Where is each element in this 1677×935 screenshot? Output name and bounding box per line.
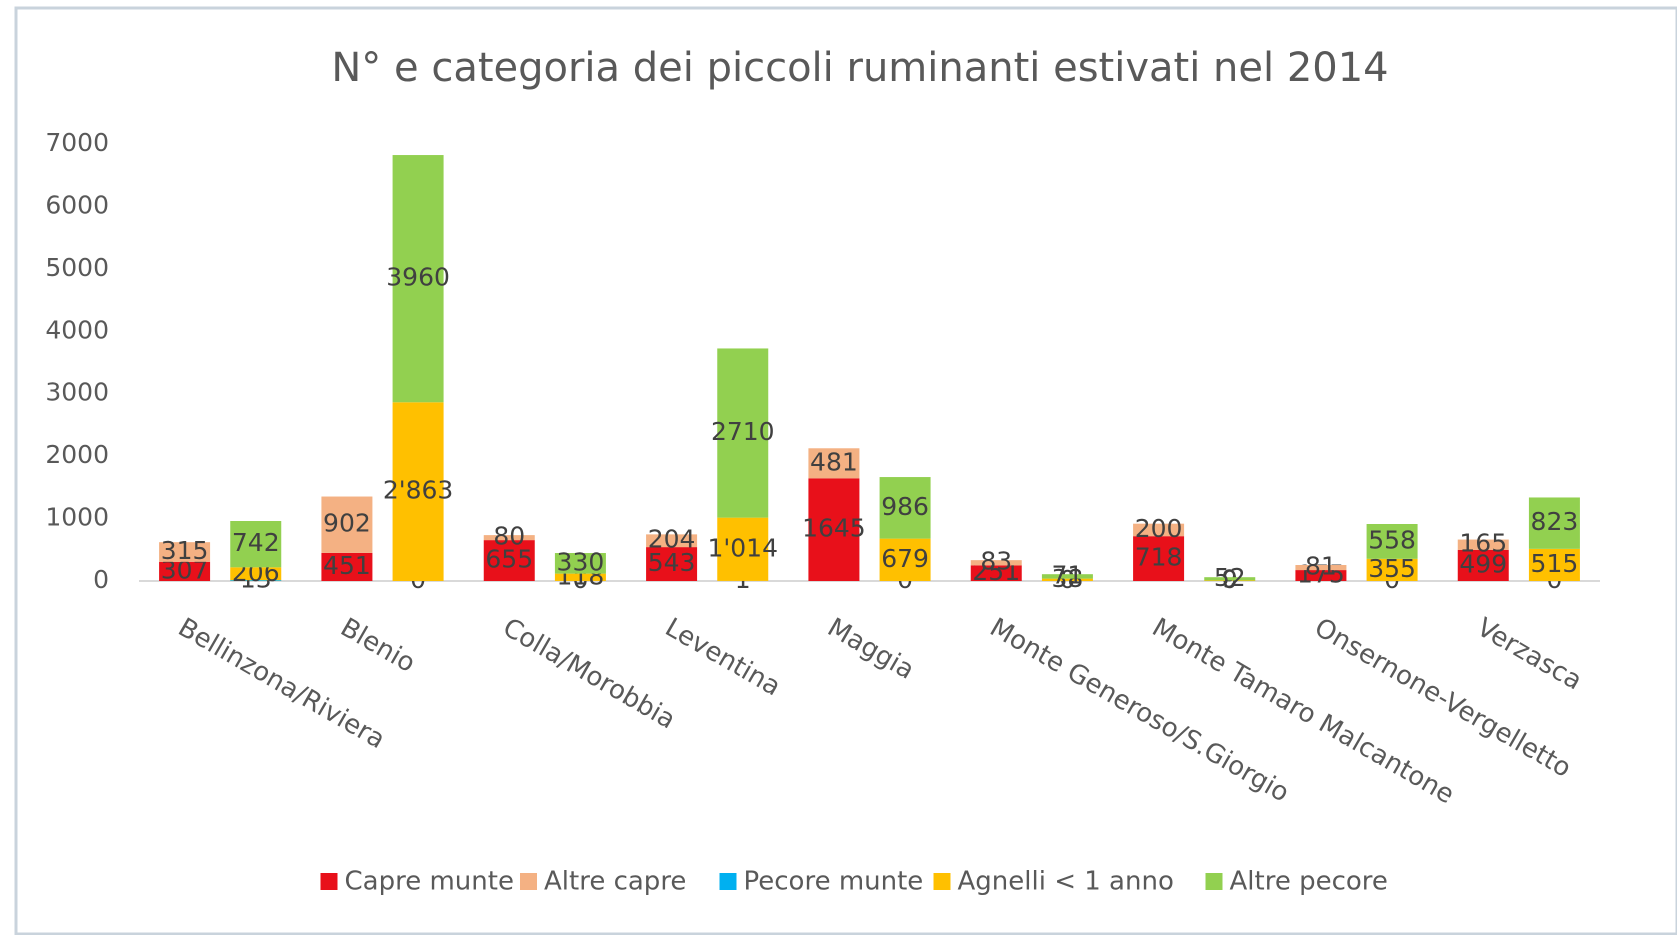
data-label: 2'863 bbox=[383, 476, 454, 505]
legend-label: Agnelli < 1 anno bbox=[958, 867, 1174, 897]
legend-swatch bbox=[933, 873, 951, 890]
bar-segment bbox=[230, 521, 282, 568]
bar-segment bbox=[483, 540, 535, 581]
y-tick-label: 4000 bbox=[45, 315, 109, 344]
data-label: 515 bbox=[1531, 549, 1579, 578]
bar-segment bbox=[1133, 536, 1185, 581]
bar-segment bbox=[808, 448, 860, 479]
data-label: 3960 bbox=[386, 263, 450, 292]
bar-segment bbox=[554, 573, 606, 581]
legend-swatch bbox=[719, 873, 737, 890]
data-label: 175 bbox=[1297, 560, 1345, 589]
y-tick-label: 2000 bbox=[45, 440, 109, 469]
data-label: 655 bbox=[485, 545, 533, 574]
data-label: 1645 bbox=[802, 514, 866, 543]
y-tick-label: 6000 bbox=[45, 190, 109, 219]
data-label: 330 bbox=[557, 547, 605, 576]
bar-segment bbox=[483, 535, 535, 541]
bar-segment bbox=[879, 477, 931, 539]
bar-segment bbox=[1528, 497, 1580, 549]
chart-title: N° e categoria dei piccoli ruminanti est… bbox=[331, 45, 1388, 91]
data-label: 81 bbox=[1305, 552, 1337, 581]
data-label: 315 bbox=[161, 536, 209, 565]
bar-segment bbox=[1295, 565, 1347, 571]
bar-segment bbox=[717, 348, 769, 518]
data-label: 451 bbox=[323, 551, 371, 580]
bar-segment bbox=[1457, 539, 1509, 550]
legend-swatch bbox=[320, 873, 338, 890]
data-label: 986 bbox=[881, 492, 929, 521]
data-label: 679 bbox=[881, 544, 929, 573]
bar-segment bbox=[159, 542, 211, 562]
data-label: 2710 bbox=[711, 417, 775, 446]
data-label: 83 bbox=[980, 547, 1012, 576]
bar-segment bbox=[646, 547, 698, 581]
y-tick-label: 0 bbox=[93, 565, 109, 594]
legend-label: Altre pecore bbox=[1230, 867, 1388, 897]
bar-segment bbox=[1366, 524, 1418, 559]
data-label: 52 bbox=[1214, 563, 1246, 592]
legend-swatch bbox=[1205, 873, 1223, 890]
bar-segment bbox=[230, 567, 282, 581]
y-tick-label: 3000 bbox=[45, 378, 109, 407]
bar-segment bbox=[230, 580, 282, 581]
legend-swatch bbox=[520, 873, 537, 890]
legend-label: Altre capre bbox=[544, 867, 686, 897]
data-label: 204 bbox=[648, 525, 696, 554]
bar-segment bbox=[1457, 549, 1509, 581]
bar-segment bbox=[1528, 548, 1580, 581]
bar-segment bbox=[1295, 570, 1347, 581]
bar-segment bbox=[159, 561, 211, 581]
data-label: 499 bbox=[1459, 549, 1507, 578]
data-label: 902 bbox=[323, 509, 371, 538]
legend-label: Capre munte bbox=[345, 867, 514, 897]
bar-segment bbox=[554, 553, 606, 574]
y-tick-label: 5000 bbox=[45, 253, 109, 282]
bar-segment bbox=[321, 552, 373, 581]
bar-segment bbox=[1133, 523, 1185, 537]
bar-segment bbox=[392, 155, 444, 403]
data-label: 823 bbox=[1531, 507, 1579, 536]
data-label: 71 bbox=[1052, 560, 1084, 589]
bar-segment bbox=[970, 565, 1022, 581]
bar-segment bbox=[646, 534, 698, 548]
data-label: 558 bbox=[1368, 525, 1416, 554]
y-tick-label: 1000 bbox=[45, 503, 109, 532]
bar-segment bbox=[717, 517, 769, 581]
bar-segment bbox=[1366, 558, 1418, 581]
data-label: 165 bbox=[1459, 529, 1507, 558]
data-label: 543 bbox=[648, 548, 696, 577]
bar-segment bbox=[1204, 580, 1256, 581]
data-label: 80 bbox=[493, 522, 525, 551]
bar-segment bbox=[1041, 578, 1093, 581]
data-label: 742 bbox=[232, 528, 280, 557]
data-label: 1'014 bbox=[708, 533, 779, 562]
legend-label: Pecore munte bbox=[744, 867, 924, 897]
bar-segment bbox=[1204, 577, 1256, 581]
y-tick-label: 7000 bbox=[45, 128, 109, 157]
data-label: 718 bbox=[1135, 543, 1183, 572]
bar-segment bbox=[808, 478, 860, 581]
bar-segment bbox=[321, 496, 373, 553]
bar-segment bbox=[1041, 574, 1093, 579]
bar-segment bbox=[970, 560, 1022, 566]
data-label: 481 bbox=[810, 447, 858, 476]
data-label: 200 bbox=[1135, 514, 1183, 543]
bar-segment bbox=[392, 402, 444, 581]
bar-segment bbox=[879, 538, 931, 581]
